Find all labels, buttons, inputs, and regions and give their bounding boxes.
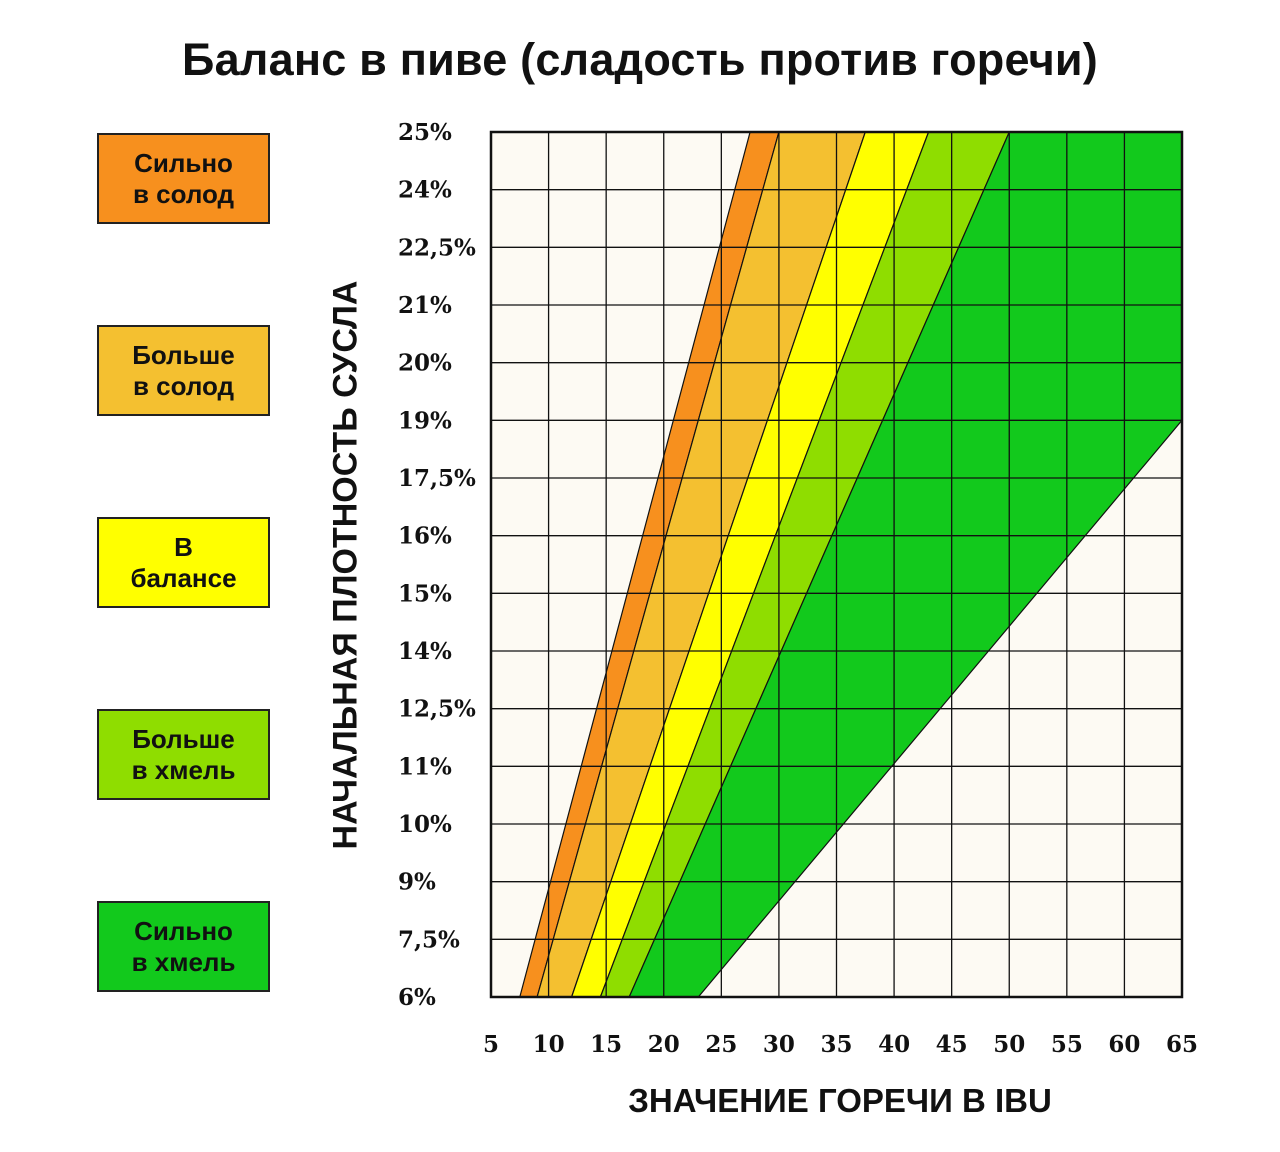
x-tick-label: 60 [1108, 1031, 1140, 1058]
y-tick-label: 6% [398, 984, 436, 1011]
y-tick-label: 16% [398, 523, 452, 550]
y-tick-label: 22,5% [398, 234, 476, 261]
x-tick-label: 65 [1166, 1031, 1198, 1058]
legend-item-strongly-malty: Сильно в солод [97, 133, 270, 224]
chart-title: Баланс в пиве (сладость против горечи) [182, 34, 1098, 85]
y-tick-label: 12,5% [398, 696, 476, 723]
legend-label-line2: в солод [132, 178, 235, 209]
legend-label-line2: в солод [132, 370, 235, 401]
x-tick-label: 50 [993, 1031, 1025, 1058]
y-tick-label: 15% [398, 580, 452, 607]
y-tick-label: 17,5% [398, 465, 476, 492]
x-tick-label: 45 [936, 1031, 968, 1058]
legend-label-line2: балансе [130, 562, 237, 593]
y-tick-label: 19% [398, 407, 452, 434]
x-tick-label: 10 [533, 1031, 565, 1058]
y-tick-label: 7,5% [398, 926, 460, 953]
legend-label-line1: Больше [132, 339, 235, 370]
y-axis-label: НАЧАЛЬНАЯ ПЛОТНОСТЬ СУСЛА [326, 280, 365, 850]
y-tick-label: 20% [398, 350, 452, 377]
x-tick-label: 15 [590, 1031, 622, 1058]
x-tick-label: 35 [820, 1031, 852, 1058]
y-tick-label: 10% [398, 811, 452, 838]
legend-item-more-hoppy: Больше в хмель [97, 709, 270, 800]
legend-item-strongly-hoppy: Сильно в хмель [97, 901, 270, 992]
y-tick-label: 25% [398, 119, 452, 146]
y-tick-label: 14% [398, 638, 452, 665]
x-tick-label: 25 [705, 1031, 737, 1058]
y-tick-label: 11% [398, 753, 452, 780]
x-tick-label: 30 [763, 1031, 795, 1058]
y-tick-label: 21% [398, 292, 452, 319]
legend-label-line2: в хмель [131, 946, 236, 977]
x-tick-label: 5 [483, 1031, 499, 1058]
x-tick-label: 55 [1051, 1031, 1083, 1058]
x-tick-label: 20 [648, 1031, 680, 1058]
legend-label-line1: Сильно [134, 147, 233, 178]
legend-label-line2: в хмель [131, 754, 236, 785]
x-tick-label: 40 [878, 1031, 910, 1058]
x-axis-label: ЗНАЧЕНИЕ ГОРЕЧИ В IBU [628, 1082, 1052, 1119]
plot-frame [489, 130, 1184, 999]
legend-item-more-malty: Больше в солод [97, 325, 270, 416]
y-tick-label: 24% [398, 177, 452, 204]
legend-label-line1: Больше [132, 723, 235, 754]
legend-label-line1: Сильно [134, 915, 233, 946]
y-tick-label: 9% [398, 869, 436, 896]
legend-label-line1: В [174, 531, 193, 562]
